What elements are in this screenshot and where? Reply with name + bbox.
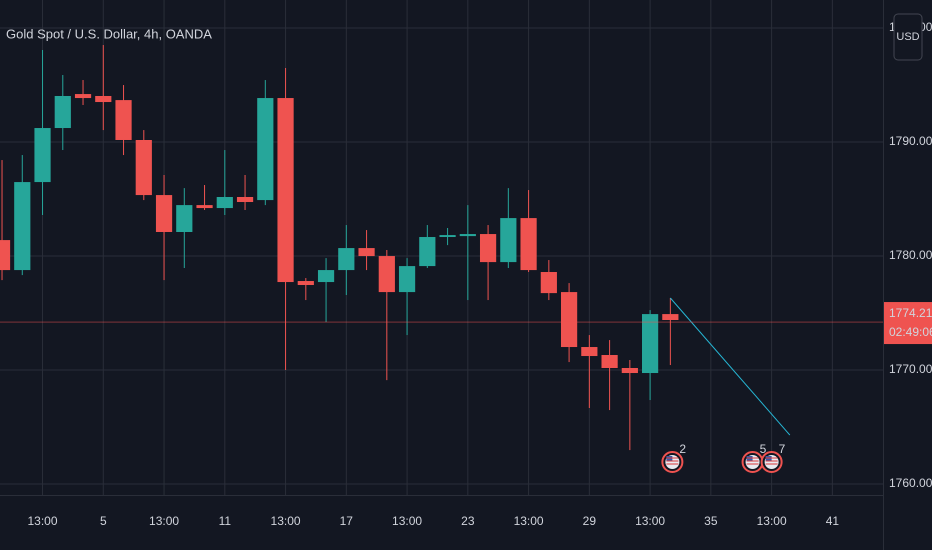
candle-body — [520, 218, 537, 271]
economic-event[interactable]: 5 — [741, 442, 767, 473]
candle-body — [236, 196, 254, 203]
candle-body — [439, 235, 456, 238]
x-tick-label: 13:00 — [271, 514, 301, 528]
candle-body — [74, 94, 92, 99]
x-tick-label: 35 — [704, 514, 718, 528]
last-price-box — [884, 302, 932, 345]
candle-body — [641, 314, 659, 374]
x-tick-label: 23 — [461, 514, 475, 528]
candle-body — [155, 195, 173, 232]
x-tick-label: 13:00 — [28, 514, 58, 528]
economic-event[interactable]: 2 — [661, 442, 686, 473]
candle-body — [398, 266, 416, 293]
candle-body — [459, 234, 476, 237]
currency-button[interactable] — [893, 13, 923, 61]
candle-body — [196, 205, 213, 209]
event-count: 7 — [779, 442, 786, 456]
x-tick-label: 13:00 — [635, 514, 665, 528]
candle-body — [560, 292, 578, 348]
candle-body — [378, 256, 395, 293]
last-price-label: 1774.211 — [889, 306, 932, 320]
economic-event[interactable]: 7 — [760, 442, 786, 473]
candle-body — [14, 182, 31, 271]
currency-label: USD — [896, 31, 919, 43]
candle-body — [358, 248, 375, 257]
candle-body — [419, 237, 436, 267]
y-tick-label: 1780.000 — [889, 248, 932, 262]
candle-body — [540, 272, 557, 294]
countdown-label: 02:49:06 — [889, 325, 932, 339]
candle-body — [216, 196, 233, 209]
candle-body — [338, 248, 355, 271]
candle-body — [500, 218, 517, 263]
x-tick-label: 29 — [583, 514, 597, 528]
x-tick-label: 11 — [219, 514, 232, 528]
candle-body — [34, 128, 51, 183]
event-count: 2 — [679, 442, 686, 456]
candle-body — [257, 98, 274, 201]
candle-body — [297, 281, 314, 286]
candle-body — [95, 95, 112, 103]
trendline — [669, 297, 791, 436]
candle-body — [54, 95, 71, 129]
x-tick-label: 13:00 — [149, 514, 179, 528]
x-tick-label: 13:00 — [514, 514, 544, 528]
x-tick-label: 17 — [340, 514, 354, 528]
y-tick-label: 1760.000 — [889, 476, 932, 490]
candle-body — [115, 100, 132, 140]
candle-body — [135, 139, 152, 196]
candle-body — [601, 355, 618, 369]
y-tick-label: 1770.000 — [889, 362, 932, 376]
y-tick-label: 1790.000 — [889, 134, 932, 148]
candle-body — [479, 234, 497, 263]
candle-body — [317, 270, 335, 283]
candle-body — [176, 205, 193, 232]
x-tick-label: 13:00 — [757, 514, 787, 528]
chart-title: Gold Spot / U.S. Dollar, 4h, OANDA — [6, 26, 212, 41]
x-tick-label: 13:00 — [392, 514, 422, 528]
x-tick-label: 5 — [100, 514, 107, 528]
candle-body — [662, 314, 679, 321]
candle-body — [0, 240, 11, 271]
candle-body — [621, 368, 638, 374]
candle-body — [277, 98, 294, 283]
x-tick-label: 41 — [826, 514, 840, 528]
candle-body — [581, 347, 598, 357]
event-count: 5 — [760, 442, 767, 456]
